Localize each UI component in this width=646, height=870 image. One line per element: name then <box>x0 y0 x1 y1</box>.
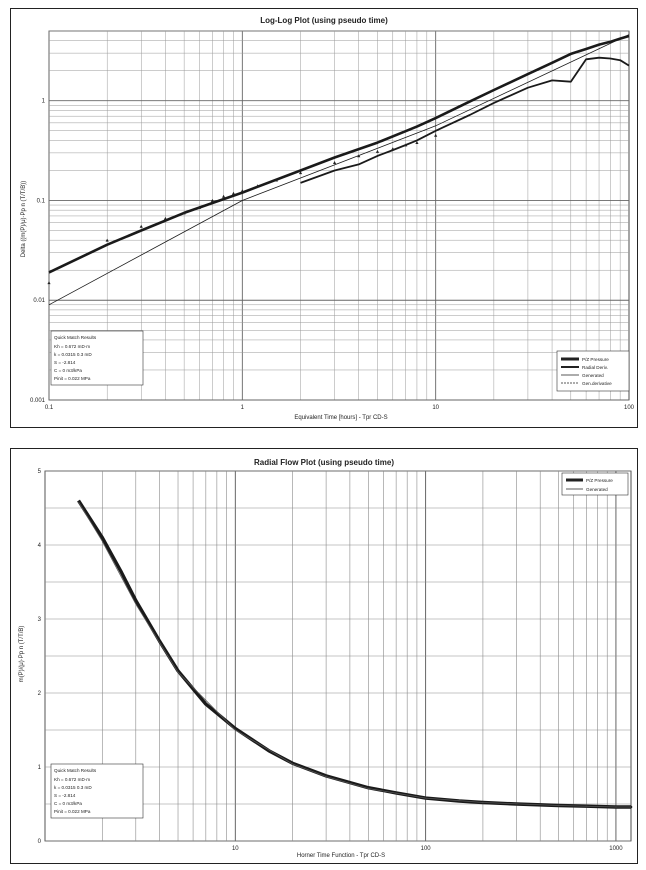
data-point-gen-derivative <box>357 154 361 158</box>
data-point-gen-derivative <box>434 133 438 137</box>
data-point-gen-derivative <box>47 281 51 285</box>
legend-label-radial-deriv: Radial Deriv. <box>582 365 608 370</box>
radial-flow-title: Radial Flow Plot (using pseudo time) <box>254 458 394 467</box>
x-tick-label: 1000 <box>609 846 623 852</box>
log-log-grid <box>48 30 630 401</box>
radial-flow-legend: P/Z Pressure Generated <box>561 472 629 496</box>
x-tick-label: 100 <box>421 846 432 852</box>
quick-match-title: Quick Match Results <box>54 335 97 340</box>
y-tick-label: 3 <box>38 617 42 623</box>
radial-flow-series <box>77 499 633 809</box>
data-point-gen-derivative <box>256 184 260 188</box>
series-line-p-z-pressure <box>48 34 630 274</box>
data-point-gen-derivative <box>240 189 244 193</box>
y-tick-label: 0.1 <box>37 198 46 204</box>
data-point-gen-derivative <box>210 198 214 202</box>
y-tick-label: 0 <box>38 839 42 845</box>
plot-area <box>48 30 630 401</box>
log-log-title: Log-Log Plot (using pseudo time) <box>260 16 388 25</box>
y-tick-label: 0.001 <box>30 398 46 404</box>
radial-flow-y-label: m(P)/(μ)·Pp n (T/T/B) <box>19 626 25 683</box>
quick-match-row: Pinit = 0.022 MPa <box>54 376 91 381</box>
data-point-gen-derivative <box>391 147 395 151</box>
data-point-gen-derivative <box>105 238 109 242</box>
legend-label-generated: Generated <box>586 487 608 492</box>
data-point-gen-derivative <box>163 216 167 220</box>
data-point-gen-derivative <box>415 141 419 145</box>
data-point-gen-derivative <box>274 178 278 182</box>
y-tick-label: 1 <box>42 99 46 105</box>
legend-label-pz-pressure: P/Z Pressure <box>582 357 609 362</box>
data-point-gen-derivative <box>182 211 186 215</box>
log-log-x-label: Equivalent Time [hours] - Tpr CD-S <box>294 415 387 421</box>
data-point-gen-derivative <box>404 143 408 147</box>
data-point-gen-derivative <box>221 194 226 198</box>
x-tick-label: 100 <box>624 405 635 411</box>
data-point-gen-derivative <box>197 205 202 209</box>
quick-match-row: k = 0.0315 0.3 mD <box>54 785 92 790</box>
radial-flow-chart: Radial Flow Plot (using pseudo time) Hor… <box>19 458 633 859</box>
quick-match-row: k = 0.0315 0.3 mD <box>54 352 92 357</box>
log-log-y-label: Delta ((m(P)/μ)·Pp n (T/T/B)) <box>21 181 27 257</box>
quick-match-row: Kh = 0.672 mD·m <box>54 344 90 349</box>
log-log-series <box>47 34 630 306</box>
radial-flow-x-label: Horner Time Function - Tpr CD-S <box>297 853 385 859</box>
series-line-radial-deriv <box>300 56 630 184</box>
x-tick-label: 0.1 <box>45 405 54 411</box>
legend-label-pz-pressure: P/Z Pressure <box>586 478 613 483</box>
data-point-gen-derivative <box>332 160 337 164</box>
y-tick-label: 5 <box>38 469 42 475</box>
data-point-gen-derivative <box>375 149 380 153</box>
quick-match-row: C = 0 m3/kPa <box>54 368 82 373</box>
legend-label-gen-derivative: Gen.derivative <box>582 381 612 386</box>
series-line-generated <box>78 501 631 808</box>
quick-match-row: C = 0 m3/kPa <box>54 801 82 806</box>
y-tick-label: 1 <box>38 765 42 771</box>
y-tick-label: 0.01 <box>33 298 45 304</box>
quick-match-title: Quick Match Results <box>54 768 97 773</box>
log-log-ticks: 0.1 1 10 100 1 0.1 0.01 0.001 <box>30 99 635 411</box>
quick-match-row: Pinit = 0.022 MPa <box>54 809 91 814</box>
quick-match-row: S = -2.814 <box>54 793 76 798</box>
x-tick-label: 10 <box>432 405 439 411</box>
radial-flow-quick-match-box: Quick Match Results Kh = 0.672 mD·m k = … <box>50 763 144 819</box>
log-log-legend: P/Z Pressure Radial Deriv. Generated Gen… <box>556 350 630 392</box>
data-point-gen-derivative <box>298 171 303 175</box>
series-line-generated <box>48 34 630 306</box>
data-point-gen-derivative <box>231 191 236 195</box>
quick-match-row: Kh = 0.672 mD·m <box>54 777 90 782</box>
x-tick-label: 10 <box>232 846 239 852</box>
quick-match-row: S = -2.814 <box>54 360 76 365</box>
y-tick-label: 2 <box>38 691 42 697</box>
y-tick-label: 4 <box>38 543 42 549</box>
log-log-chart-panel: Log-Log Plot (using pseudo time) Equival… <box>10 8 638 428</box>
radial-flow-chart-panel: Radial Flow Plot (using pseudo time) Hor… <box>10 448 638 864</box>
legend-label-generated: Generated <box>582 373 604 378</box>
x-tick-label: 1 <box>241 405 245 411</box>
data-point-gen-derivative <box>139 224 143 228</box>
log-log-quick-match-box: Quick Match Results Kh = 0.672 mD·m k = … <box>50 330 144 386</box>
log-log-chart: Log-Log Plot (using pseudo time) Equival… <box>21 16 635 421</box>
